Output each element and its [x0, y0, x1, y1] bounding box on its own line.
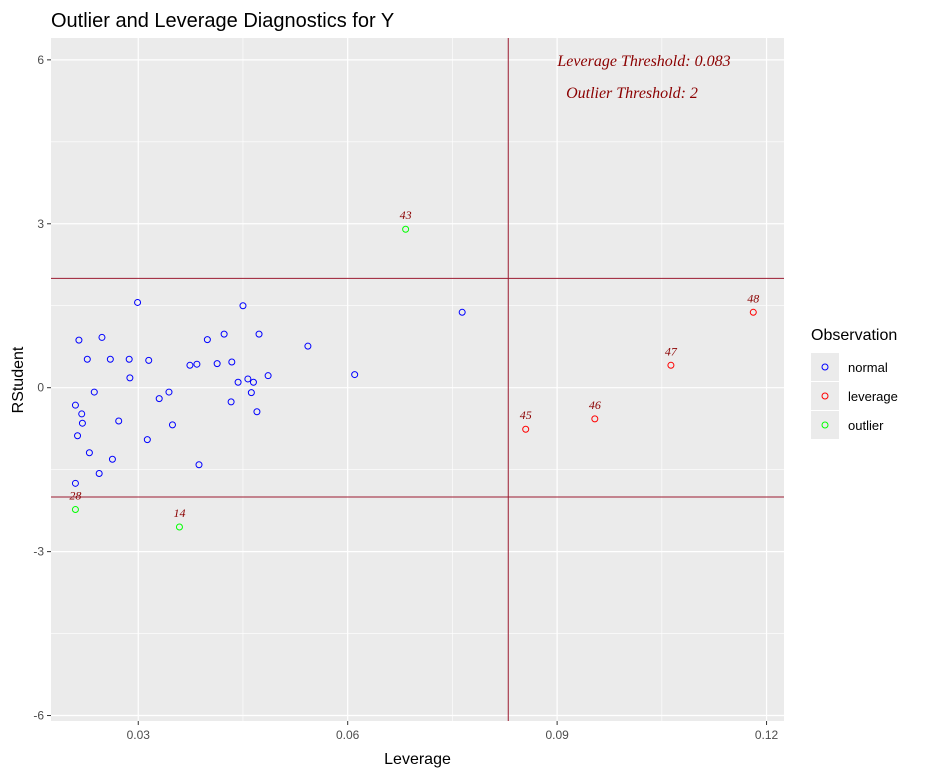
y-tick-label: 6 — [37, 53, 44, 67]
point-normal — [239, 302, 247, 310]
point-normal — [126, 374, 134, 382]
data-points — [71, 225, 757, 531]
point-normal — [213, 360, 221, 368]
point-normal — [115, 417, 123, 425]
x-axis-title: Leverage — [384, 751, 451, 768]
threshold-annotations: Leverage Threshold: 0.083 Outlier Thresh… — [556, 53, 730, 102]
chart-title: Outlier and Leverage Diagnostics for Y — [51, 10, 394, 32]
point-outlier — [71, 506, 79, 514]
plot-panel — [51, 38, 784, 721]
point-normal — [95, 469, 103, 477]
point-normal — [75, 336, 83, 344]
point-normal — [234, 378, 242, 386]
point-normal — [264, 372, 272, 380]
legend-key-bg — [811, 353, 839, 381]
point-leverage — [749, 308, 757, 316]
x-tick-label: 0.06 — [336, 728, 360, 742]
point-outlier — [175, 523, 183, 531]
x-tick-label: 0.03 — [127, 728, 151, 742]
point-normal — [220, 330, 228, 338]
point-normal — [351, 371, 359, 379]
legend-label-leverage: leverage — [848, 389, 898, 404]
point-normal — [74, 432, 82, 440]
point-label: 43 — [400, 208, 412, 222]
legend-key-outlier — [821, 421, 829, 429]
point-label: 46 — [589, 398, 601, 412]
x-tick-label: 0.09 — [545, 728, 569, 742]
legend-label-outlier: outlier — [848, 418, 884, 433]
point-label: 48 — [747, 291, 759, 305]
threshold-lines — [51, 38, 784, 721]
point-normal — [203, 336, 211, 344]
legend-key-normal — [821, 363, 829, 371]
legend: Observation normal leverage outlier — [811, 327, 898, 439]
legend-title: Observation — [811, 327, 897, 344]
point-normal — [249, 378, 257, 386]
point-normal — [247, 389, 255, 397]
point-normal — [98, 333, 106, 341]
point-normal — [108, 455, 116, 463]
point-normal — [227, 398, 235, 406]
point-normal — [193, 360, 201, 368]
point-normal — [244, 375, 252, 383]
point-normal — [90, 388, 98, 396]
y-tick-label: -6 — [33, 709, 44, 723]
point-normal — [78, 410, 86, 418]
point-normal — [71, 401, 79, 409]
point-normal — [253, 408, 261, 416]
point-label: 47 — [665, 344, 678, 358]
point-normal — [125, 355, 133, 363]
x-tick-label: 0.12 — [755, 728, 779, 742]
axes: 0.03 0.06 0.09 0.12 -6 -3 0 3 6 — [33, 53, 778, 742]
point-leverage — [591, 415, 599, 423]
point-labels: 45 46 47 48 43 28 14 — [69, 208, 759, 520]
point-normal — [165, 388, 173, 396]
y-tick-label: 0 — [37, 381, 44, 395]
point-outlier — [402, 225, 410, 233]
legend-key-bg — [811, 411, 839, 439]
point-normal — [134, 298, 142, 306]
point-label: 14 — [173, 506, 185, 520]
point-normal — [71, 479, 79, 487]
point-normal — [186, 361, 194, 369]
point-leverage — [667, 361, 675, 369]
legend-key-leverage — [821, 392, 829, 400]
leverage-threshold-annotation: Leverage Threshold: 0.083 — [556, 53, 730, 70]
point-normal — [195, 461, 203, 469]
point-normal — [168, 421, 176, 429]
point-normal — [155, 395, 163, 403]
outlier-threshold-annotation: Outlier Threshold: 2 — [566, 85, 698, 102]
y-tick-label: 3 — [37, 217, 44, 231]
legend-key-bg — [811, 382, 839, 410]
legend-label-normal: normal — [848, 360, 888, 375]
point-normal — [145, 356, 153, 364]
point-normal — [78, 419, 86, 427]
point-normal — [255, 330, 263, 338]
point-normal — [228, 358, 236, 366]
point-label: 28 — [69, 489, 81, 503]
y-tick-label: -3 — [33, 545, 44, 559]
grid — [51, 38, 784, 721]
point-normal — [143, 436, 151, 444]
point-label: 45 — [520, 408, 532, 422]
point-normal — [304, 342, 312, 350]
point-normal — [458, 308, 466, 316]
point-normal — [106, 355, 114, 363]
point-leverage — [522, 425, 530, 433]
point-normal — [85, 449, 93, 457]
point-normal — [83, 355, 91, 363]
y-axis-title: RStudent — [10, 346, 27, 413]
